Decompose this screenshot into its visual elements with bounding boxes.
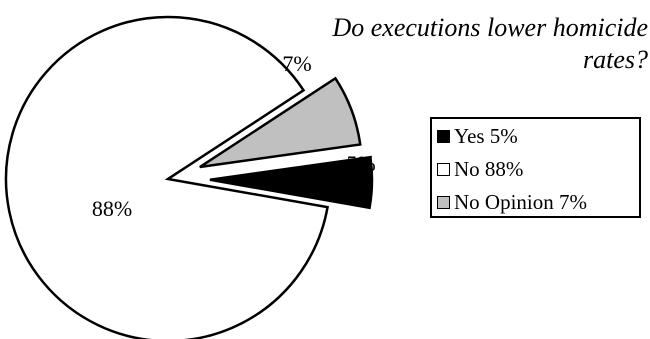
legend-item-yes: Yes 5% [437, 121, 639, 152]
legend-label-no-opinion: No Opinion 7% [454, 190, 587, 214]
data-label-no-opinion: 7% [282, 51, 311, 76]
pie-slice-no [4, 15, 329, 339]
legend-item-no-opinion: No Opinion 7% [437, 187, 639, 218]
data-label-no: 88% [92, 196, 132, 221]
legend: Yes 5% No 88% No Opinion 7% [430, 117, 641, 218]
legend-swatch-no-opinion [437, 196, 450, 209]
legend-swatch-yes [437, 130, 450, 143]
data-label-yes: 5% [346, 151, 375, 176]
pie-slice-no-opinion [199, 76, 362, 169]
legend-label-no: No 88% [454, 157, 524, 181]
legend-item-no: No 88% [437, 154, 639, 185]
legend-swatch-no [437, 163, 450, 176]
pie-slice-yes [209, 155, 374, 210]
legend-label-yes: Yes 5% [454, 124, 518, 148]
chart-title: Do executions lower homicide rates? [332, 13, 648, 74]
